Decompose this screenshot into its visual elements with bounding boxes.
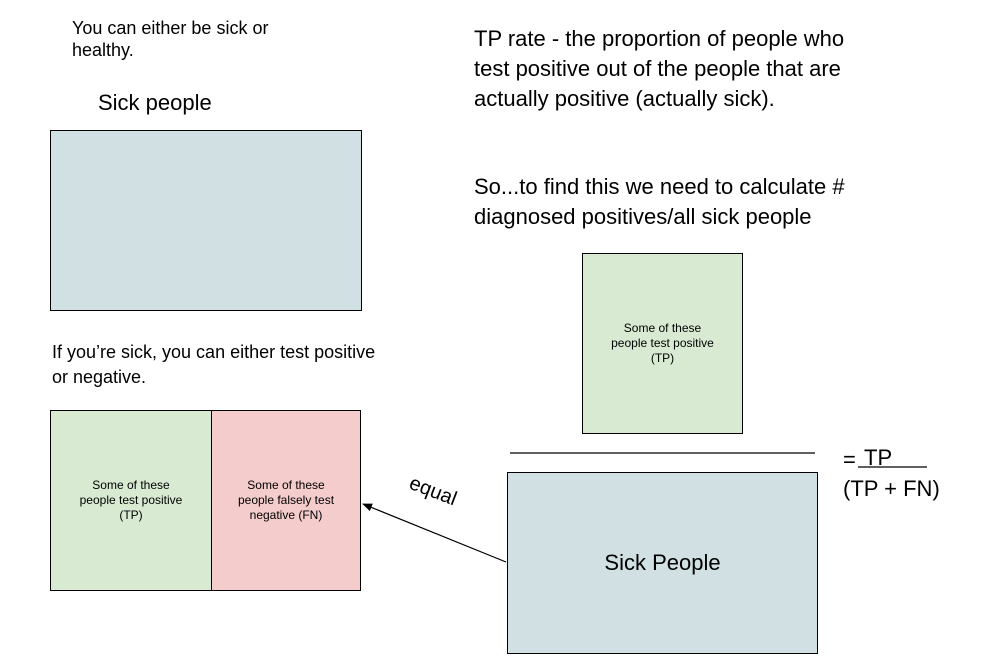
test-outcome-text: If you’re sick, you can either test posi… <box>52 342 376 387</box>
formula-numerator: TP <box>864 445 893 470</box>
equals-sign: = <box>843 447 856 472</box>
fn-box: Some of these people falsely test negati… <box>211 410 361 591</box>
denominator-box: Sick People <box>507 472 818 654</box>
sick-people-box <box>50 130 362 311</box>
intro-text: You can either be sick or healthy. <box>72 18 269 60</box>
numerator-box: Some of these people test positive (TP) <box>582 253 743 434</box>
numerator-box-label: Some of these people test positive (TP) <box>611 321 714 365</box>
calculation-text: So...to find this we need to calculate #… <box>474 174 845 229</box>
tp-rate-definition: TP rate - the proportion of people who t… <box>474 26 845 111</box>
equal-label: equal <box>406 472 460 510</box>
tp-box-label: Some of these people test positive (TP) <box>79 478 183 522</box>
fn-box-label: Some of these people falsely test negati… <box>237 478 335 522</box>
sick-people-label: Sick people <box>98 90 212 115</box>
formula-denominator: (TP + FN) <box>843 476 940 501</box>
denominator-box-label: Sick People <box>604 550 721 575</box>
equal-arrow <box>362 503 507 563</box>
